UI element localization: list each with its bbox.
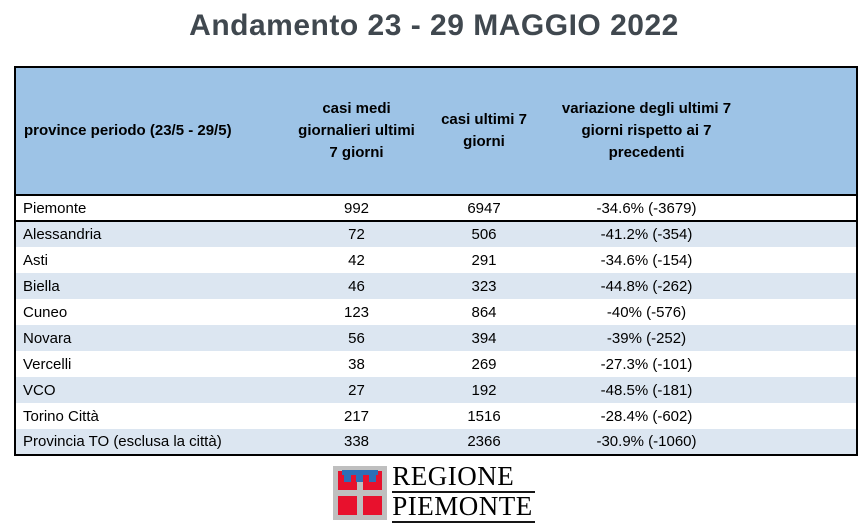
table-row: Provincia TO (esclusa la città) 338 2366 -3… xyxy=(15,429,857,455)
header-last7-cases: casi ultimi 7 giorni xyxy=(424,67,544,196)
table-header: province periodo (23/5 - 29/5) casi medi… xyxy=(15,67,857,196)
province-cell: Cuneo xyxy=(23,303,68,321)
shield-label-pendant xyxy=(369,472,377,482)
province-cell: Vercelli xyxy=(23,355,72,373)
spacer-cell xyxy=(749,429,857,455)
variation-cell: -34.6% (-3679) xyxy=(544,195,749,222)
table-row: Biella 46 323 -44.8% (-262) xyxy=(15,273,857,299)
regione-piemonte-logo: REGIONE PIEMONTE xyxy=(0,463,868,523)
avg-cases-cell: 338 xyxy=(343,433,370,450)
header-row: province periodo (23/5 - 29/5) casi medi… xyxy=(15,67,857,196)
header-variation: variazione degli ultimi 7 giorni rispett… xyxy=(544,67,749,196)
variation-cell: -48.5% (-181) xyxy=(600,381,693,399)
piemonte-coat-of-arms-icon xyxy=(333,466,388,520)
spacer-cell xyxy=(749,247,857,273)
avg-cases-cell: 217 xyxy=(343,407,370,425)
last7-cases-cell: 2366 xyxy=(467,433,501,450)
shield-label-pendant xyxy=(344,472,352,482)
logo-wordmark: REGIONE PIEMONTE xyxy=(392,463,535,523)
spacer-cell xyxy=(749,195,857,222)
last7-cases-cell: 291 xyxy=(471,251,497,269)
table-row: Piemonte 992 6947 -34.6% (-3679) xyxy=(15,195,857,222)
province-cell: Biella xyxy=(23,277,60,295)
province-cell: Asti xyxy=(23,251,49,269)
last7-cases-cell: 6947 xyxy=(424,195,544,222)
table-row: Cuneo 123 864 -40% (-576) xyxy=(15,299,857,325)
variation-cell: -41.2% (-354) xyxy=(600,226,693,243)
logo-line-regione: REGIONE xyxy=(392,463,535,493)
variation-cell: -34.6% (-154) xyxy=(600,251,693,269)
header-province: province periodo (23/5 - 29/5) xyxy=(15,67,289,196)
table-row: Torino Città 217 1516 -28.4% (-602) xyxy=(15,403,857,429)
last7-cases-cell: 864 xyxy=(471,303,497,321)
spacer-cell xyxy=(749,273,857,299)
variation-cell: -30.9% (-1060) xyxy=(596,433,697,450)
logo-line-piemonte: PIEMONTE xyxy=(392,491,535,523)
avg-cases-cell: 72 xyxy=(348,226,365,243)
last7-cases-cell: 192 xyxy=(471,381,497,399)
table-row: Vercelli 38 269 -27.3% (-101) xyxy=(15,351,857,377)
last7-cases-cell: 323 xyxy=(471,277,497,295)
last7-cases-cell: 269 xyxy=(471,355,497,373)
spacer-cell xyxy=(749,299,857,325)
avg-cases-cell: 992 xyxy=(289,195,424,222)
avg-cases-cell: 27 xyxy=(348,381,365,399)
province-cell: VCO xyxy=(23,381,56,399)
spacer-cell xyxy=(749,221,857,247)
last7-cases-cell: 506 xyxy=(471,226,497,243)
table-row: Alessandria 72 506 -41.2% (-354) xyxy=(15,221,857,247)
table-row: VCO 27 192 -48.5% (-181) xyxy=(15,377,857,403)
avg-cases-cell: 38 xyxy=(348,355,365,373)
province-cell: Novara xyxy=(23,329,72,347)
avg-cases-cell: 56 xyxy=(348,329,365,347)
header-avg-cases: casi medi giornalieri ultimi 7 giorni xyxy=(289,67,424,196)
province-cell: Piemonte xyxy=(15,195,289,222)
spacer-cell xyxy=(749,403,857,429)
variation-cell: -44.8% (-262) xyxy=(600,277,693,295)
variation-cell: -40% (-576) xyxy=(606,303,687,321)
variation-cell: -39% (-252) xyxy=(606,329,687,347)
last7-cases-cell: 394 xyxy=(471,329,497,347)
province-cell: Torino Città xyxy=(23,407,99,425)
province-cell: Provincia TO (esclusa la città) xyxy=(23,433,222,450)
avg-cases-cell: 42 xyxy=(348,251,365,269)
province-cell: Alessandria xyxy=(23,226,102,243)
page-title: Andamento 23 - 29 MAGGIO 2022 xyxy=(189,9,679,42)
variation-cell: -27.3% (-101) xyxy=(600,355,693,373)
shield-label-pendant xyxy=(356,472,364,482)
shield-quarter xyxy=(363,496,383,515)
table-row: Asti 42 291 -34.6% (-154) xyxy=(15,247,857,273)
avg-cases-cell: 123 xyxy=(343,303,370,321)
header-spacer xyxy=(749,67,857,196)
shield-quarter xyxy=(338,496,358,515)
avg-cases-cell: 46 xyxy=(348,277,365,295)
last7-cases-cell: 1516 xyxy=(467,407,501,425)
spacer-cell xyxy=(749,377,857,403)
spacer-cell xyxy=(749,351,857,377)
cases-table: province periodo (23/5 - 29/5) casi medi… xyxy=(14,66,858,456)
variation-cell: -28.4% (-602) xyxy=(600,407,693,425)
table-row: Novara 56 394 -39% (-252) xyxy=(15,325,857,351)
spacer-cell xyxy=(749,325,857,351)
table-body: Piemonte 992 6947 -34.6% (-3679) Alessandria… xyxy=(15,195,857,455)
